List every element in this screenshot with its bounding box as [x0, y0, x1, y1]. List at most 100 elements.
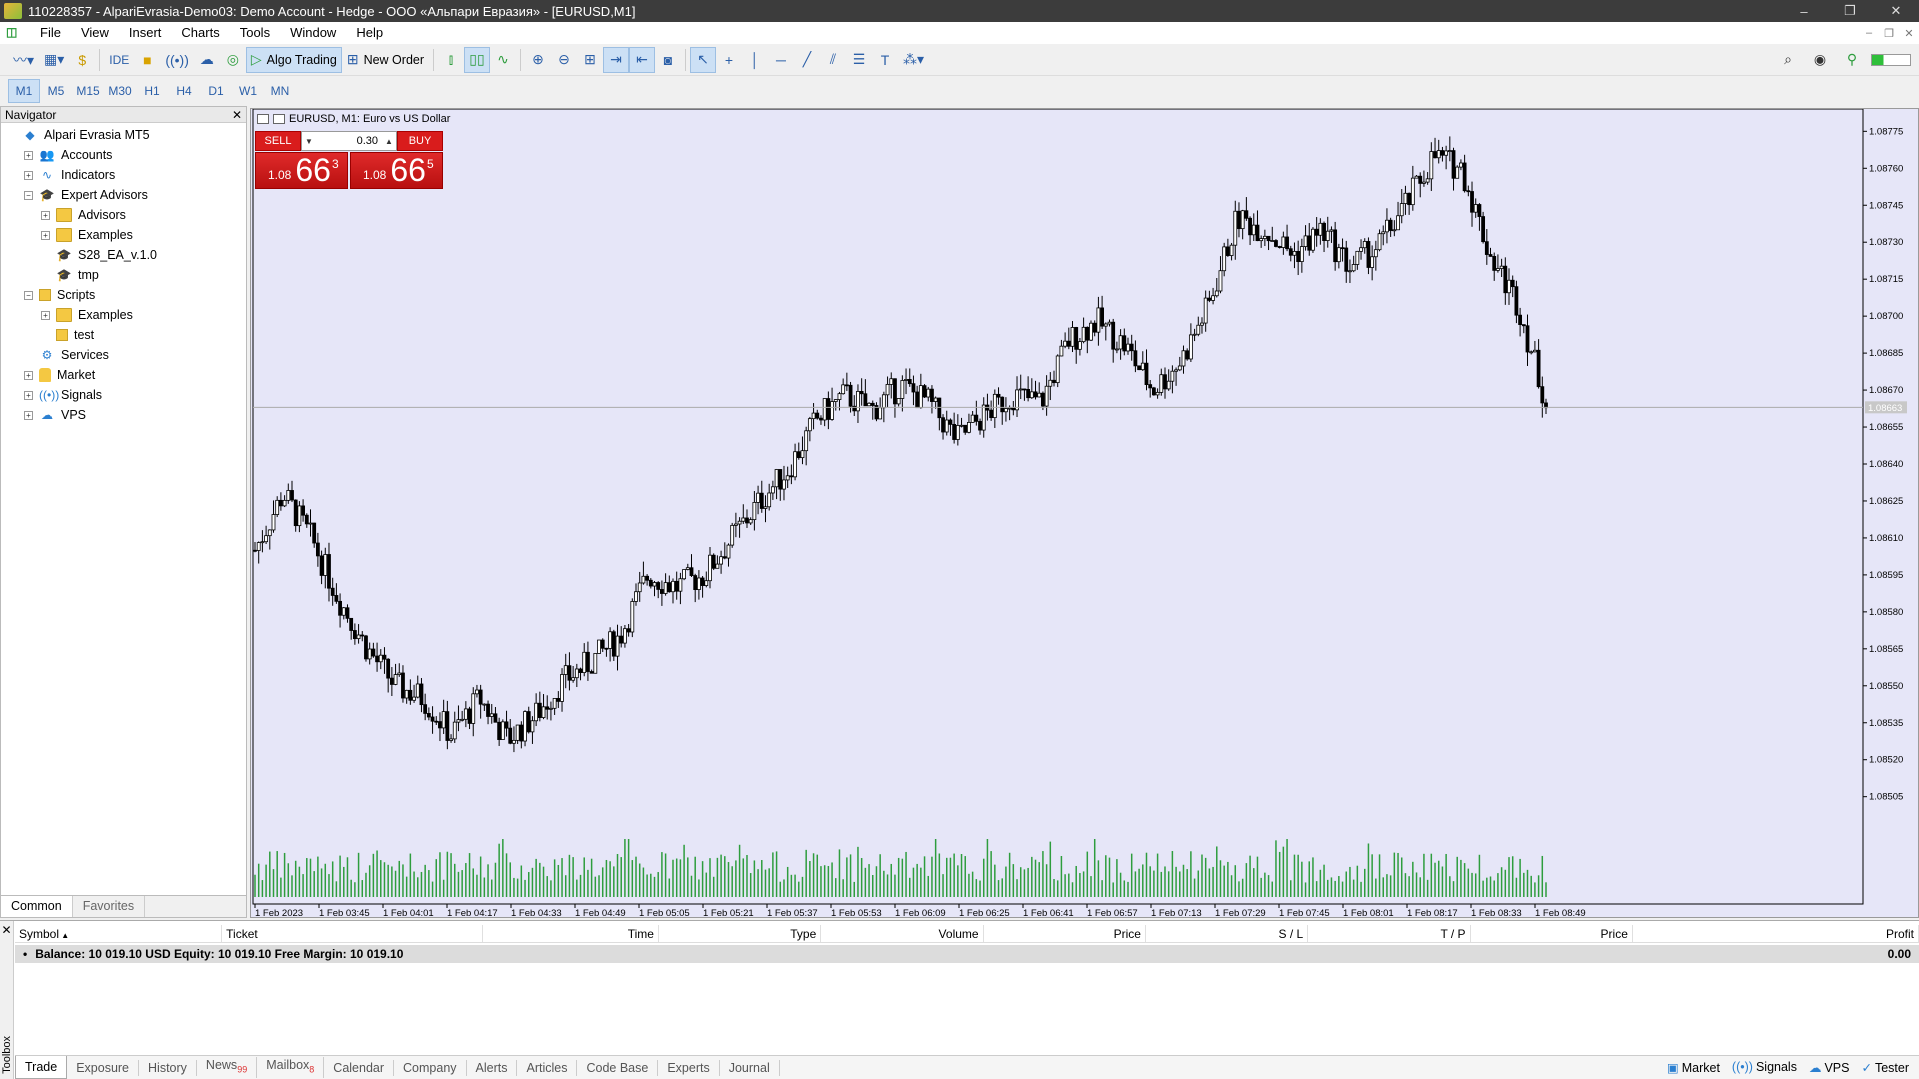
chart-window[interactable]: 1.08775 1.08760 1.08745 1.08730 1.08715 1.087…: [250, 108, 1919, 918]
navigator-item[interactable]: ⚙ Services: [1, 345, 246, 365]
buy-price-button[interactable]: 1.08 66 5: [350, 152, 443, 189]
close-button[interactable]: ✕: [1890, 3, 1902, 18]
toolbox-tab-journal[interactable]: Journal: [720, 1059, 780, 1076]
chart-type-icon[interactable]: 〰▾: [13, 51, 35, 68]
chart-menu-icon[interactable]: [257, 114, 269, 124]
maximize-button[interactable]: ❐: [1844, 3, 1856, 18]
vertical-line-icon[interactable]: │: [750, 51, 760, 68]
toolbox-close-icon[interactable]: ✕: [1, 923, 12, 937]
menu-file[interactable]: File: [40, 25, 61, 40]
navigator-tab-common[interactable]: Common: [1, 896, 73, 917]
buy-button[interactable]: BUY: [397, 131, 443, 151]
menu-insert[interactable]: Insert: [128, 25, 162, 40]
fibonacci-icon[interactable]: ☰: [852, 51, 866, 67]
expand-icon[interactable]: +: [41, 210, 50, 220]
status-tester[interactable]: ✓ Tester: [1861, 1060, 1909, 1075]
timeframe-m15[interactable]: M15: [76, 84, 100, 98]
toolbox-tab-history[interactable]: History: [139, 1059, 197, 1076]
menu-tools[interactable]: Tools: [239, 25, 271, 40]
navigator-item[interactable]: − Scripts: [1, 285, 246, 305]
sell-button[interactable]: SELL: [255, 131, 301, 151]
collapse-icon[interactable]: −: [24, 190, 33, 200]
timeframe-d1[interactable]: D1: [208, 84, 224, 98]
volume-value[interactable]: 0.30: [356, 135, 378, 147]
menu-view[interactable]: View: [80, 25, 109, 40]
navigator-item[interactable]: + Examples: [1, 225, 246, 245]
navigator-item[interactable]: + Advisors: [1, 205, 246, 225]
column-header[interactable]: Type: [659, 925, 822, 942]
line-chart-icon[interactable]: ∿: [497, 51, 509, 67]
column-header[interactable]: Price: [984, 925, 1146, 942]
cursor-icon[interactable]: ↖: [690, 46, 717, 73]
toolbox-tab-experts[interactable]: Experts: [658, 1059, 720, 1076]
timeframe-m5[interactable]: M5: [47, 84, 65, 98]
connection-icon[interactable]: ⚲: [1846, 51, 1858, 67]
volume-down-icon[interactable]: ▼: [305, 136, 313, 146]
tile-windows-icon[interactable]: ⊞: [584, 51, 596, 67]
chart-template-icon[interactable]: ▦▾: [44, 51, 65, 67]
search-icon[interactable]: ⌕: [1784, 51, 1792, 67]
expand-icon[interactable]: +: [24, 410, 33, 420]
sell-price-button[interactable]: 1.08 66 3: [255, 152, 348, 189]
navigator-item[interactable]: + ∿ Indicators: [1, 165, 246, 185]
navigator-item[interactable]: + ((•)) Signals: [1, 385, 246, 405]
navigator-item[interactable]: 🎓 S28_EA_v.1.0: [1, 245, 246, 265]
column-header[interactable]: T / P: [1308, 925, 1471, 942]
horizontal-line-icon[interactable]: ─: [776, 51, 786, 68]
expand-icon[interactable]: +: [41, 230, 50, 240]
account-icon[interactable]: ◉: [1813, 51, 1827, 67]
column-header[interactable]: Price: [1471, 925, 1633, 942]
minimize-button[interactable]: –: [1800, 3, 1808, 19]
chart-shift-icon[interactable]: ⇤: [629, 46, 656, 73]
shapes-icon[interactable]: ⁂▾: [903, 51, 925, 67]
column-header[interactable]: Symbol ▲: [15, 925, 223, 942]
toolbox-tab-exposure[interactable]: Exposure: [67, 1059, 140, 1076]
toolbox-tab-mailbox[interactable]: Mailbox8: [257, 1057, 325, 1078]
toolbox-tab-news[interactable]: News99: [197, 1057, 258, 1078]
timeframe-mn[interactable]: MN: [270, 84, 290, 98]
channel-icon[interactable]: ⫽: [829, 51, 837, 67]
column-header[interactable]: Ticket: [222, 925, 484, 942]
navigator-item[interactable]: + 👥 Accounts: [1, 145, 246, 165]
toolbox-tab-alerts[interactable]: Alerts: [467, 1059, 518, 1076]
dollar-icon[interactable]: $: [78, 51, 87, 68]
status-market[interactable]: ▣ Market: [1667, 1060, 1720, 1075]
expand-icon[interactable]: +: [24, 150, 33, 160]
timeframe-m30[interactable]: M30: [108, 84, 132, 98]
auto-scroll-icon[interactable]: ⇥: [603, 46, 630, 73]
menu-help[interactable]: Help: [356, 25, 384, 40]
trendline-icon[interactable]: ╱: [802, 51, 812, 67]
timeframe-h1[interactable]: H1: [144, 84, 160, 98]
column-header[interactable]: Profit: [1633, 925, 1919, 942]
bar-chart-icon[interactable]: ⫾: [448, 51, 454, 67]
navigator-item[interactable]: test: [1, 325, 246, 345]
collapse-icon[interactable]: −: [24, 290, 33, 300]
new-order-button[interactable]: ⊞ New Order: [346, 51, 425, 67]
zoom-out-icon[interactable]: ⊖: [558, 51, 570, 67]
volume-input[interactable]: ▼ 0.30 ▲: [301, 131, 397, 151]
crosshair-icon[interactable]: +: [724, 51, 734, 68]
expand-icon[interactable]: +: [24, 370, 33, 380]
column-header[interactable]: Time: [483, 925, 659, 942]
screenshot-icon[interactable]: ◙: [663, 51, 673, 68]
expand-icon[interactable]: +: [24, 170, 33, 180]
navigator-close-icon[interactable]: ✕: [231, 107, 242, 122]
toolbox-tab-articles[interactable]: Articles: [517, 1059, 578, 1076]
toolbox-tab-trade[interactable]: Trade: [15, 1056, 68, 1079]
algo-trading-button[interactable]: ▷ Algo Trading: [245, 46, 342, 73]
timeframe-h4[interactable]: H4: [176, 84, 192, 98]
chart-window-icon[interactable]: [273, 114, 285, 124]
timeframe-w1[interactable]: W1: [239, 84, 257, 98]
mdi-restore-icon[interactable]: ❐: [1884, 27, 1894, 40]
toolbox-tab-company[interactable]: Company: [394, 1059, 467, 1076]
mdi-close-icon[interactable]: ✕: [1904, 27, 1914, 40]
menu-charts[interactable]: Charts: [181, 25, 220, 40]
navigator-item[interactable]: + Examples: [1, 305, 246, 325]
community-icon[interactable]: ◎: [226, 51, 239, 67]
toolbox-tab-code-base[interactable]: Code Base: [577, 1059, 659, 1076]
navigator-item[interactable]: ◆ Alpari Evrasia MT5: [1, 125, 246, 145]
timeframe-m1[interactable]: M1: [8, 79, 40, 103]
navigator-item[interactable]: 🎓 tmp: [1, 265, 246, 285]
navigator-tab-favorites[interactable]: Favorites: [73, 896, 146, 917]
chart-canvas[interactable]: 1.08775 1.08760 1.08745 1.08730 1.08715 1.087…: [251, 109, 1918, 917]
